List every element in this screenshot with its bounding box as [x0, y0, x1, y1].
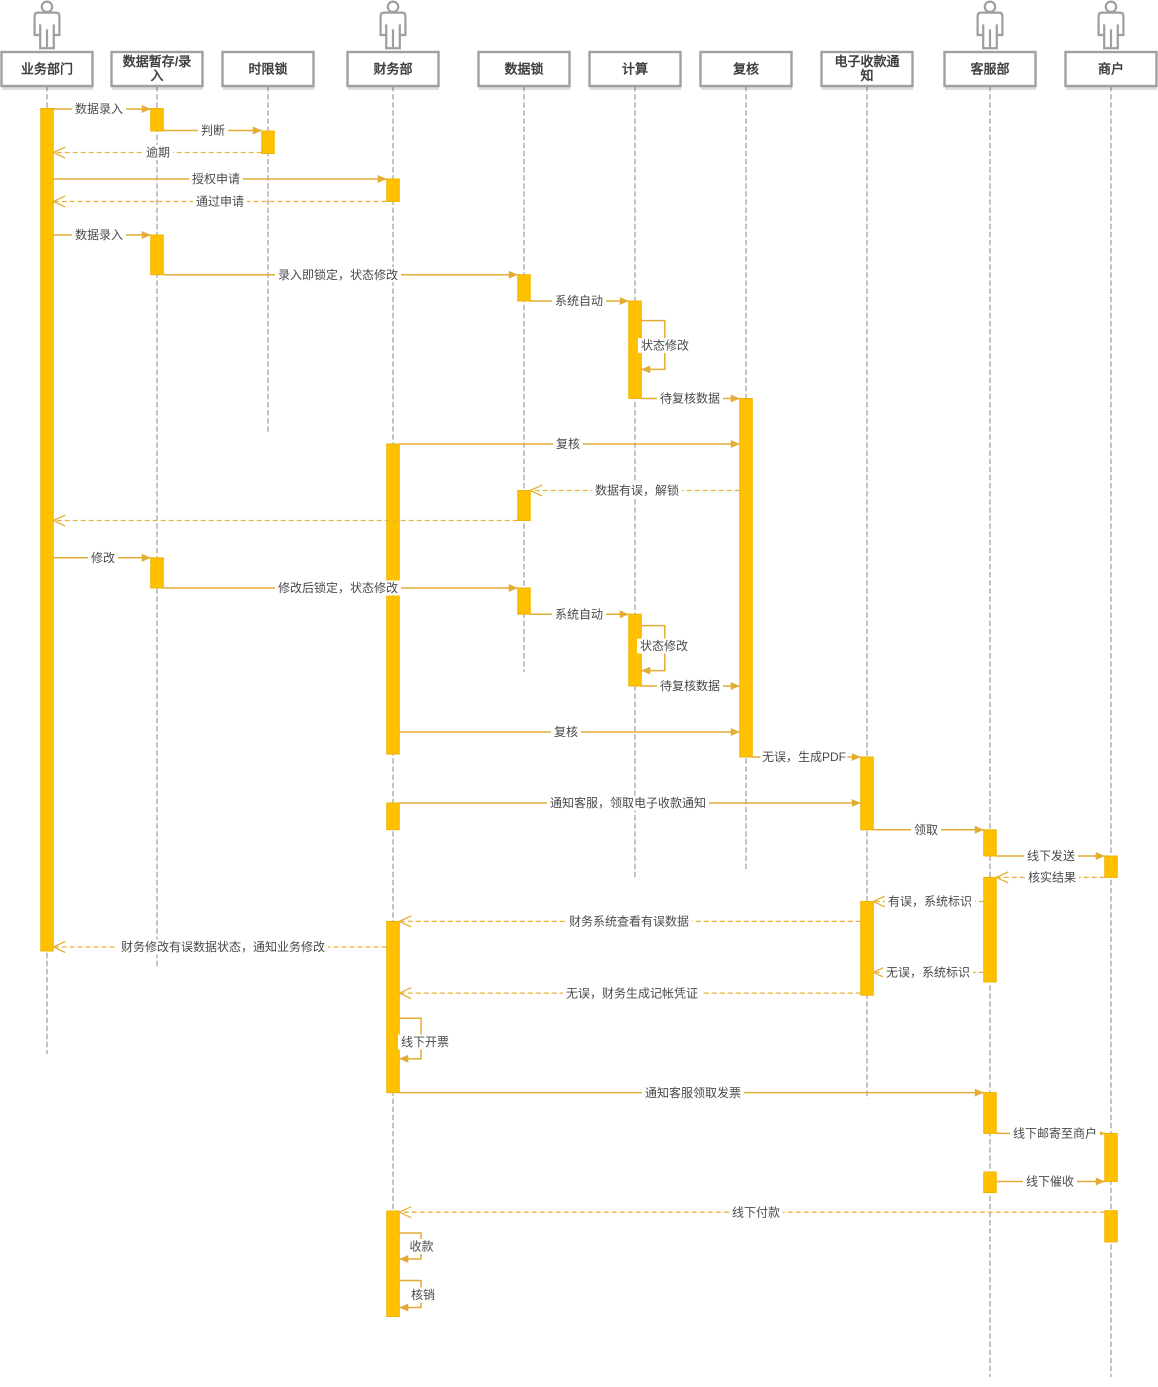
- svg-text:数据录入: 数据录入: [75, 101, 123, 116]
- svg-text:线下开票: 线下开票: [401, 1035, 449, 1049]
- svg-text:无误，系统标识: 无误，系统标识: [886, 966, 970, 980]
- svg-text:授权申请: 授权申请: [192, 171, 240, 186]
- svg-text:线下催收: 线下催收: [1026, 1175, 1074, 1189]
- svg-text:数据暂存/录: 数据暂存/录: [123, 54, 192, 69]
- svg-text:修改: 修改: [91, 550, 115, 565]
- svg-text:财务修改有误数据状态，通知业务修改: 财务修改有误数据状态，通知业务修改: [121, 939, 325, 954]
- svg-text:通知客服领取发票: 通知客服领取发票: [645, 1085, 741, 1100]
- svg-text:计算: 计算: [622, 62, 648, 77]
- svg-text:财务部: 财务部: [373, 62, 412, 77]
- svg-text:逾期: 逾期: [146, 145, 170, 160]
- svg-text:待复核数据: 待复核数据: [660, 391, 720, 406]
- svg-text:数据锁: 数据锁: [504, 62, 543, 77]
- svg-text:商户: 商户: [1098, 62, 1124, 77]
- svg-text:数据录入: 数据录入: [75, 227, 123, 242]
- svg-text:入: 入: [150, 68, 163, 83]
- svg-text:系统自动: 系统自动: [555, 607, 603, 621]
- svg-text:有误，系统标识: 有误，系统标识: [888, 895, 972, 909]
- svg-text:线下邮寄至商户: 线下邮寄至商户: [1013, 1126, 1097, 1141]
- svg-text:核实结果: 核实结果: [1028, 870, 1076, 885]
- svg-text:无误，生成PDF: 无误，生成PDF: [762, 750, 846, 764]
- svg-text:复核: 复核: [556, 437, 580, 451]
- svg-text:客服部: 客服部: [970, 62, 1009, 77]
- svg-text:领取: 领取: [914, 823, 938, 837]
- svg-text:线下付款: 线下付款: [732, 1205, 780, 1219]
- svg-text:通过申请: 通过申请: [196, 195, 244, 209]
- svg-text:知: 知: [860, 68, 873, 83]
- svg-text:系统自动: 系统自动: [555, 294, 603, 308]
- svg-text:业务部门: 业务部门: [21, 62, 73, 77]
- svg-text:财务系统查看有误数据: 财务系统查看有误数据: [569, 914, 689, 929]
- svg-text:时限锁: 时限锁: [248, 62, 287, 77]
- svg-text:电子收款通: 电子收款通: [834, 54, 899, 69]
- svg-text:收款: 收款: [409, 1240, 433, 1254]
- svg-text:核销: 核销: [411, 1288, 435, 1302]
- svg-text:待复核数据: 待复核数据: [660, 678, 720, 693]
- svg-text:复核: 复核: [554, 725, 578, 739]
- svg-text:判断: 判断: [201, 123, 225, 138]
- svg-text:线下发送: 线下发送: [1027, 848, 1075, 863]
- svg-text:录入即锁定，状态修改: 录入即锁定，状态修改: [278, 267, 398, 282]
- svg-text:修改后锁定，状态修改: 修改后锁定，状态修改: [278, 580, 398, 595]
- svg-text:数据有误，解锁: 数据有误，解锁: [595, 483, 679, 498]
- svg-text:无误，财务生成记帐凭证: 无误，财务生成记帐凭证: [566, 985, 698, 1000]
- svg-text:状态修改: 状态修改: [641, 338, 689, 353]
- svg-text:状态修改: 状态修改: [640, 638, 688, 653]
- svg-text:复核: 复核: [732, 62, 759, 77]
- svg-text:通知客服，领取电子收款通知: 通知客服，领取电子收款通知: [550, 795, 706, 810]
